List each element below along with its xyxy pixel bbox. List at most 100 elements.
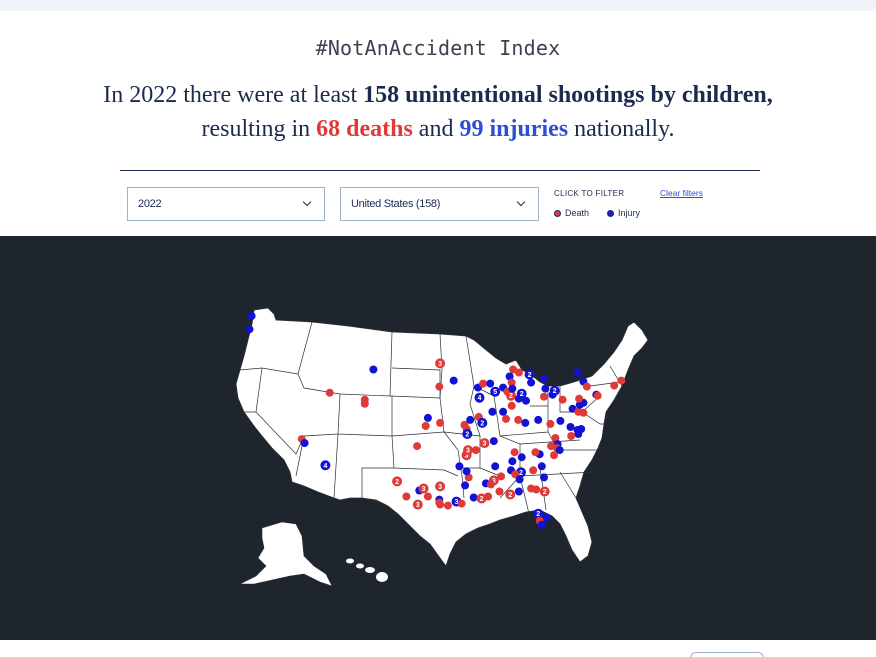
death-marker[interactable] [479,379,488,388]
injury-marker[interactable] [488,407,497,416]
injury-marker[interactable] [556,416,565,425]
death-marker[interactable] [325,388,334,397]
injury-marker[interactable] [541,384,550,393]
death-marker[interactable] [423,492,432,501]
death-marker[interactable] [507,378,516,387]
death-marker[interactable] [617,376,626,385]
death-marker[interactable] [550,451,558,460]
injury-marker[interactable] [574,430,583,438]
injury-marker[interactable]: 2 [549,385,560,396]
death-marker[interactable]: 3 [418,483,429,494]
injury-marker[interactable] [508,457,517,466]
injury-marker[interactable] [521,418,530,427]
injury-marker[interactable] [573,368,582,377]
legend-death-filter[interactable]: Death [554,208,589,218]
death-marker[interactable] [540,392,548,401]
death-marker[interactable] [360,399,369,408]
death-marker[interactable] [436,418,445,427]
injury-marker[interactable]: 4 [474,392,485,403]
death-marker[interactable] [443,501,452,510]
injury-marker[interactable]: 5 [490,386,501,397]
death-marker[interactable] [421,422,430,430]
death-marker[interactable] [582,382,591,391]
death-marker[interactable] [464,473,473,482]
injury-marker[interactable] [461,481,470,490]
death-marker[interactable] [551,434,560,442]
death-marker[interactable]: 2 [392,476,403,487]
injury-marker[interactable] [491,462,500,471]
injury-marker[interactable] [245,325,254,334]
injury-marker[interactable] [469,493,478,502]
death-marker[interactable] [495,487,504,496]
injury-marker[interactable] [540,473,548,482]
death-marker[interactable] [546,419,555,428]
injury-marker[interactable] [566,423,575,431]
clear-filters-link[interactable]: Clear filters [660,188,703,198]
injury-marker[interactable] [534,415,543,424]
death-marker[interactable] [532,485,541,494]
injury-marker[interactable] [515,475,524,484]
death-marker[interactable]: 3 [463,445,473,456]
year-select[interactable]: 2022 [127,187,325,221]
death-marker[interactable]: 3 [412,499,423,510]
injury-marker[interactable] [462,467,471,476]
death-marker[interactable]: 2 [476,493,487,504]
death-marker[interactable] [471,446,480,455]
region-select[interactable]: United States (158) [340,187,539,221]
death-marker[interactable] [436,500,445,509]
death-marker[interactable] [502,414,510,423]
injury-marker[interactable]: 4 [320,460,331,471]
death-marker[interactable] [514,415,523,424]
injury-marker[interactable] [247,312,256,320]
death-marker[interactable] [435,382,444,391]
injury-marker[interactable] [505,372,514,381]
injury-marker[interactable]: 2 [516,388,527,399]
death-marker[interactable]: 3 [435,481,446,492]
death-marker[interactable] [593,391,602,400]
death-marker[interactable] [567,432,576,440]
death-marker[interactable] [558,395,567,404]
death-marker[interactable] [529,466,538,475]
injury-marker[interactable] [489,437,498,446]
death-marker[interactable] [497,472,505,481]
death-marker[interactable]: 3 [435,358,446,369]
death-marker[interactable] [402,492,411,501]
injury-marker[interactable] [300,439,309,448]
injury-marker[interactable] [423,413,432,422]
death-marker[interactable] [486,480,495,489]
injury-marker[interactable] [508,384,517,393]
death-marker[interactable]: 2 [505,489,516,500]
injury-marker[interactable] [514,487,523,496]
death-marker[interactable] [531,448,540,457]
death-marker[interactable] [510,448,519,457]
legend-injury-filter[interactable]: Injury [607,208,640,218]
bottom-control-button[interactable] [690,652,764,657]
injury-marker[interactable] [499,407,508,416]
death-marker[interactable] [610,381,619,390]
death-marker[interactable]: 2 [539,486,550,497]
injury-marker[interactable] [527,378,536,387]
injury-marker[interactable]: 2 [533,508,544,519]
death-marker[interactable] [457,499,466,508]
death-marker[interactable] [575,394,584,403]
death-marker[interactable]: 2 [506,390,516,401]
death-marker[interactable] [460,420,469,429]
injury-marker[interactable] [542,513,551,522]
injury-marker[interactable] [537,520,546,529]
injury-marker[interactable] [517,453,526,462]
injury-marker[interactable] [555,446,564,455]
death-marker[interactable] [507,401,516,410]
death-marker[interactable] [514,368,523,377]
injury-marker[interactable] [540,374,548,383]
injury-marker[interactable]: 2 [477,417,488,428]
injury-marker[interactable]: 2 [462,429,473,439]
death-marker[interactable] [579,408,588,417]
injury-marker[interactable] [369,365,378,374]
injury-marker[interactable] [486,379,495,388]
death-marker[interactable] [484,492,493,501]
injury-marker[interactable] [455,462,464,471]
injury-marker[interactable] [537,462,546,471]
injury-marker[interactable] [449,376,458,385]
injury-marker[interactable]: 2 [524,369,535,380]
injury-marker[interactable] [522,396,530,405]
